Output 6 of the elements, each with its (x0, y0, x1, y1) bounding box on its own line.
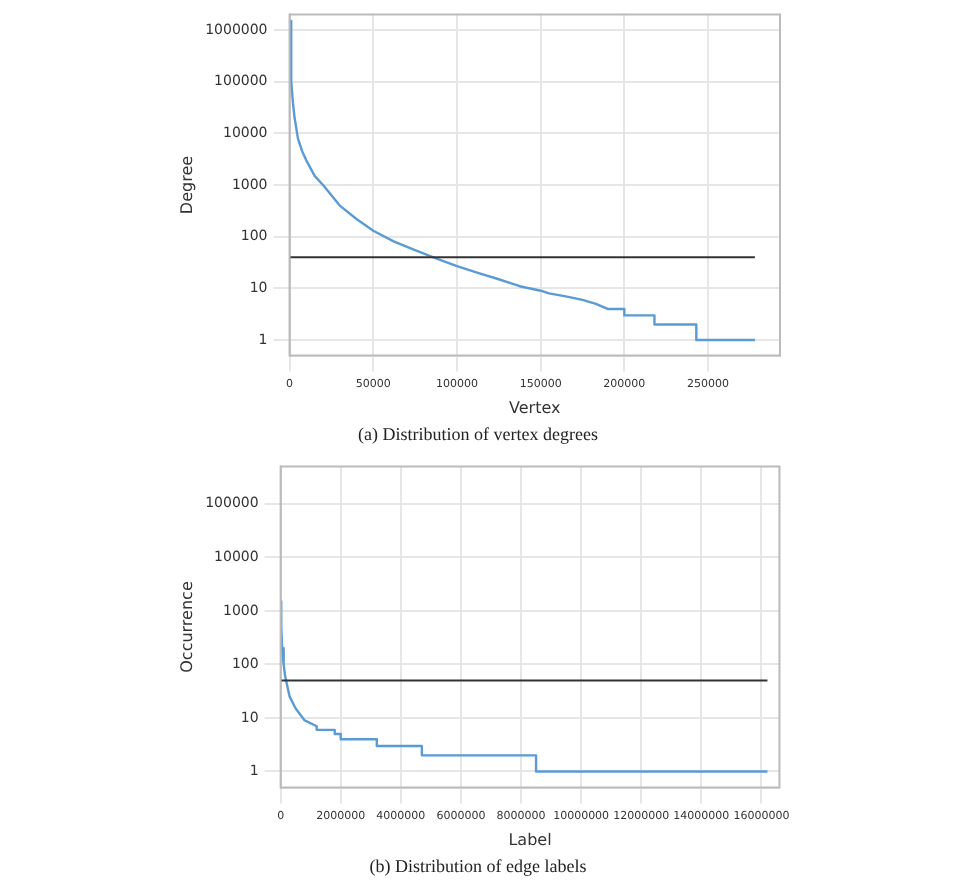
x-axis-title: Label (508, 830, 552, 849)
y-axis-title: Occurrence (177, 581, 196, 673)
text: (a) Distribution of vertex degrees (356, 424, 600, 444)
text: (b) Distribution of edge labels (367, 856, 589, 876)
y-axis-title: Degree (177, 155, 196, 215)
x-axis-title: Vertex (509, 398, 562, 417)
